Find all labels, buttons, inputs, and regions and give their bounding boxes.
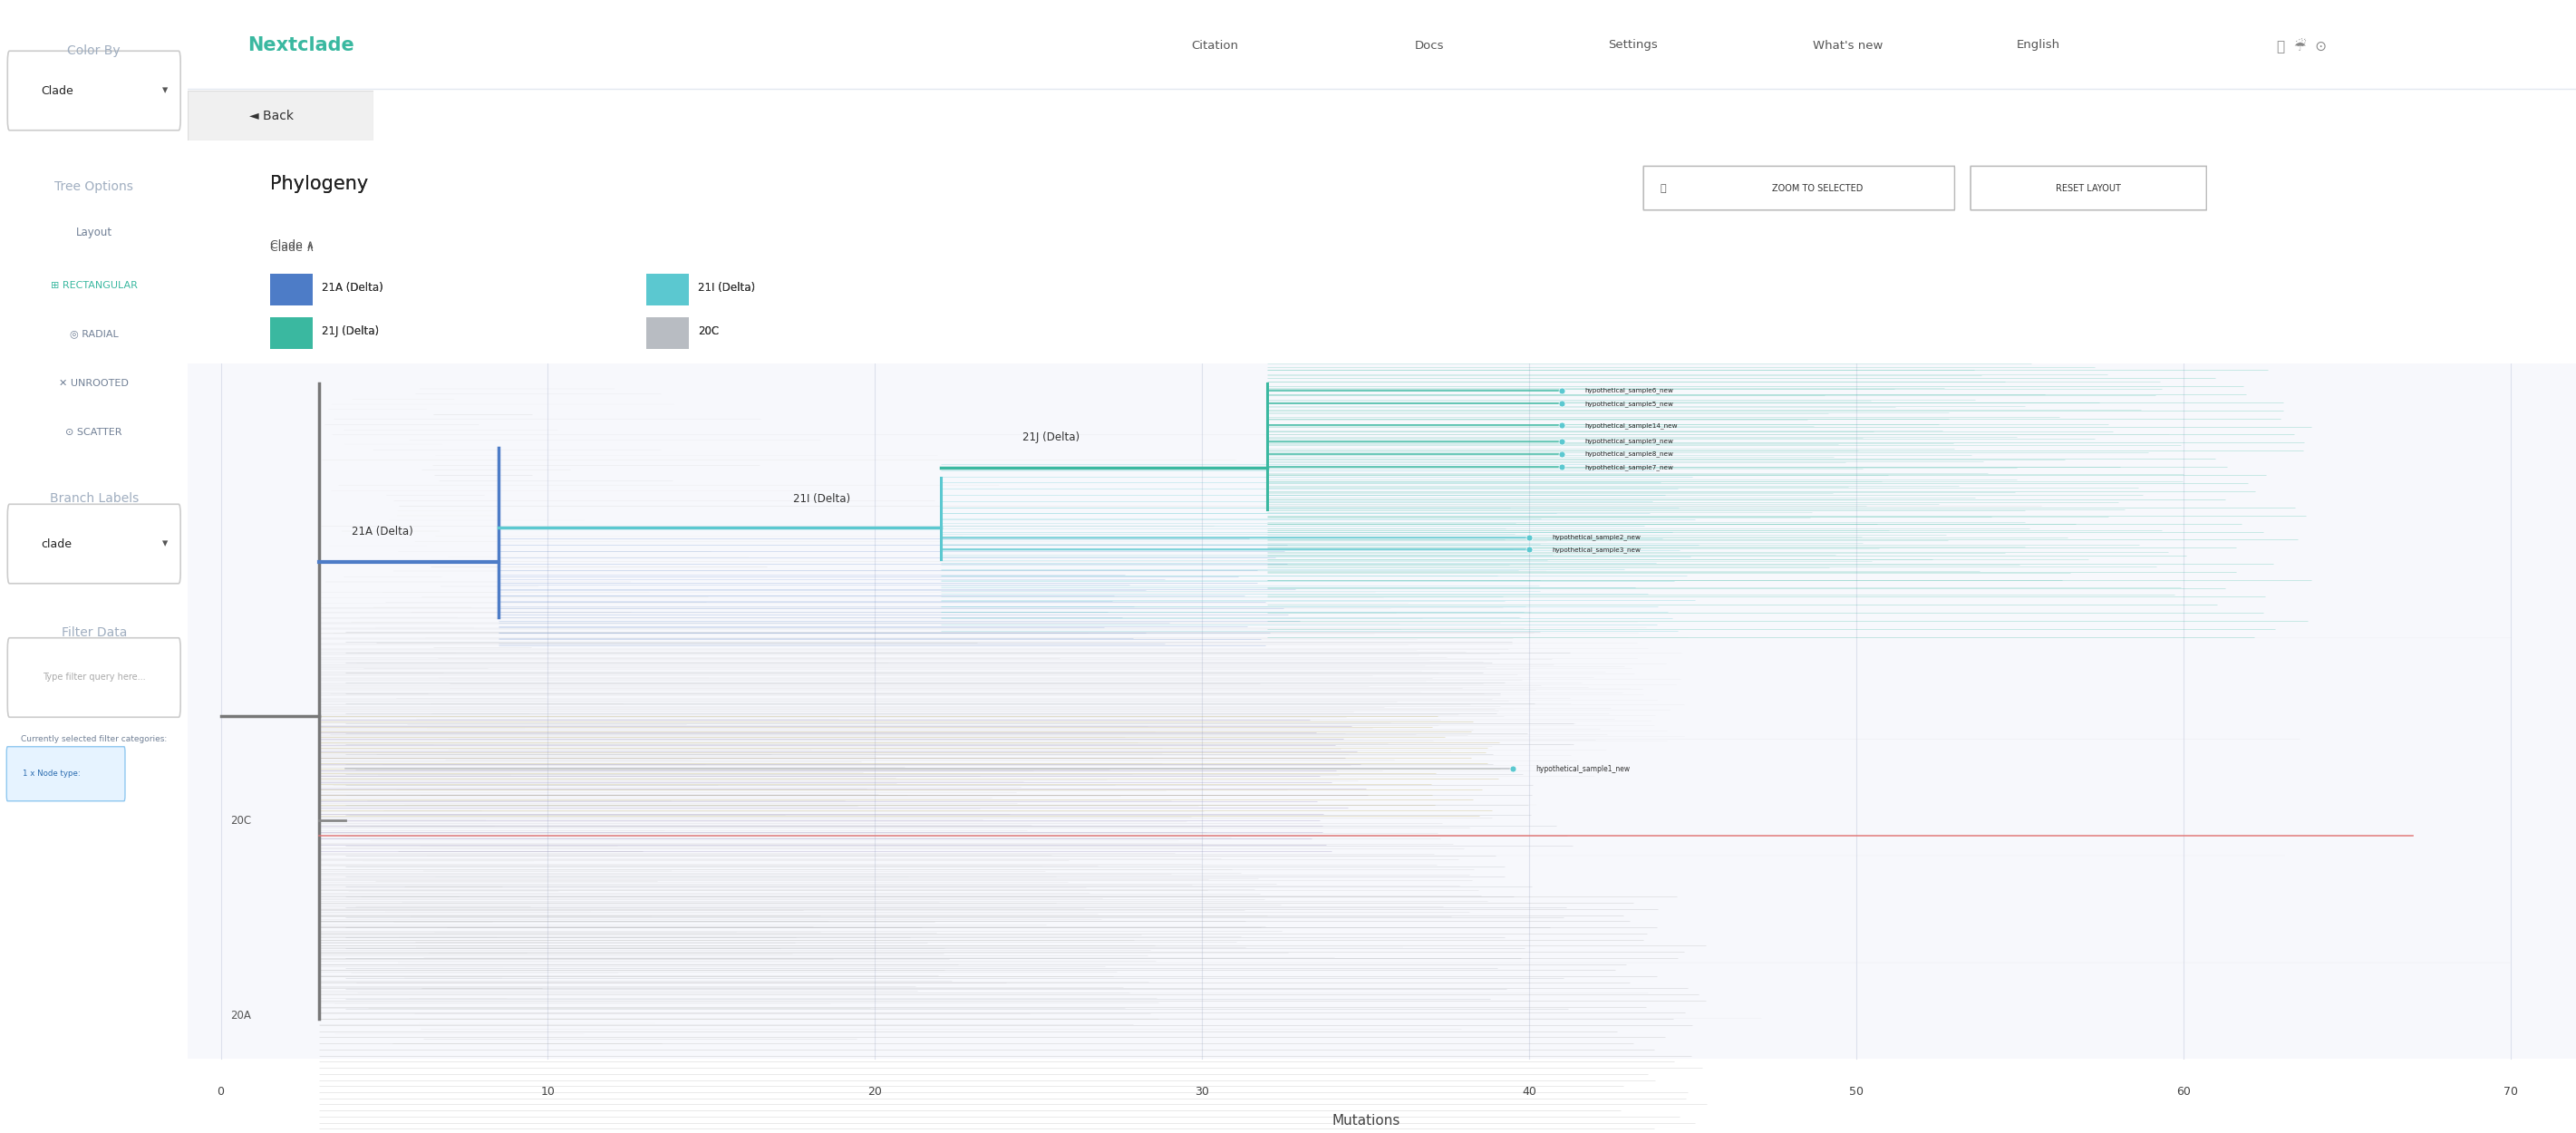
Text: 21A (Delta): 21A (Delta): [322, 281, 384, 293]
Text: 0: 0: [216, 1085, 224, 1097]
Bar: [188, 130, 2576, 364]
Text: 20A: 20A: [232, 1010, 252, 1022]
Text: Layout: Layout: [75, 227, 113, 238]
Text: hypothetical_sample2_new: hypothetical_sample2_new: [1553, 535, 1641, 540]
Text: ⊙ SCATTER: ⊙ SCATTER: [67, 428, 121, 437]
Text: 70: 70: [2504, 1085, 2517, 1097]
Text: 60: 60: [2177, 1085, 2190, 1097]
Text: ZOOM TO SELECTED: ZOOM TO SELECTED: [1772, 184, 1862, 193]
Text: hypothetical_sample3_new: hypothetical_sample3_new: [1553, 546, 1641, 553]
Text: ◎ RADIAL: ◎ RADIAL: [70, 330, 118, 339]
Text: Clade ∧: Clade ∧: [270, 240, 314, 252]
Text: 10: 10: [541, 1085, 554, 1097]
Text: 20: 20: [868, 1085, 881, 1097]
Text: 21A (Delta): 21A (Delta): [322, 281, 384, 293]
Bar: [647, 317, 688, 349]
Text: hypothetical_sample1_new: hypothetical_sample1_new: [1535, 765, 1631, 773]
Text: ZOOM TO SELECTED: ZOOM TO SELECTED: [1762, 184, 1852, 193]
Text: hypothetical_sample6_new: hypothetical_sample6_new: [1584, 387, 1674, 393]
Text: ⊞ RECTANGULAR: ⊞ RECTANGULAR: [52, 281, 137, 290]
Text: 20C: 20C: [232, 815, 252, 826]
Text: Clade: Clade: [41, 85, 75, 96]
Text: 🔍: 🔍: [1659, 184, 1667, 193]
Text: hypothetical_sample8_new: hypothetical_sample8_new: [1584, 451, 1674, 458]
Text: 21J (Delta): 21J (Delta): [322, 325, 379, 337]
Bar: [647, 273, 688, 305]
Text: Nextclade: Nextclade: [247, 36, 355, 54]
Text: hypothetical_sample5_new: hypothetical_sample5_new: [1584, 400, 1674, 407]
FancyBboxPatch shape: [1971, 167, 2208, 210]
Text: 21J (Delta): 21J (Delta): [1023, 432, 1079, 443]
Text: RESET LAYOUT: RESET LAYOUT: [2056, 184, 2120, 193]
Text: What's new: What's new: [1814, 40, 1883, 51]
FancyBboxPatch shape: [8, 51, 180, 130]
Text: 40: 40: [1522, 1085, 1535, 1097]
Text: 20C: 20C: [698, 325, 719, 337]
Text: clade: clade: [41, 538, 72, 550]
FancyBboxPatch shape: [8, 747, 126, 801]
Text: ◄ Back: ◄ Back: [250, 109, 294, 122]
Text: 21I (Delta): 21I (Delta): [793, 493, 850, 504]
Text: 21I (Delta): 21I (Delta): [698, 281, 755, 293]
Text: Currently selected filter categories:: Currently selected filter categories:: [21, 734, 167, 743]
Bar: [188, 130, 2576, 364]
Text: 20C: 20C: [698, 325, 719, 337]
Bar: [270, 273, 312, 305]
Text: Phylogeny: Phylogeny: [270, 176, 368, 194]
Text: hypothetical_sample7_new: hypothetical_sample7_new: [1584, 465, 1674, 470]
Text: Clade ∧: Clade ∧: [270, 241, 314, 254]
Text: Settings: Settings: [1607, 40, 1656, 51]
Text: hypothetical_sample14_new: hypothetical_sample14_new: [1584, 423, 1677, 428]
Text: Citation: Citation: [1190, 40, 1239, 51]
Text: 21J (Delta): 21J (Delta): [322, 325, 379, 337]
FancyBboxPatch shape: [8, 504, 180, 583]
Text: Phylogeny: Phylogeny: [270, 176, 368, 194]
FancyBboxPatch shape: [1643, 167, 1955, 210]
Text: English: English: [2017, 40, 2061, 51]
Text: ▾: ▾: [162, 538, 167, 550]
Text: Color By: Color By: [67, 44, 121, 58]
Text: Branch Labels: Branch Labels: [49, 492, 139, 505]
Text: ▾: ▾: [162, 85, 167, 96]
Text: RESET LAYOUT: RESET LAYOUT: [2056, 184, 2120, 193]
Text: 🔍: 🔍: [1659, 184, 1667, 193]
FancyBboxPatch shape: [1971, 167, 2208, 210]
FancyBboxPatch shape: [8, 638, 180, 717]
Text: hypothetical_sample9_new: hypothetical_sample9_new: [1584, 438, 1674, 444]
Text: Type filter query here...: Type filter query here...: [44, 673, 144, 682]
Bar: [270, 317, 312, 349]
Text: 1 x Node type:: 1 x Node type:: [23, 769, 80, 778]
Text: Tree Options: Tree Options: [54, 180, 134, 194]
Text: 🐦  ☔  ⊙: 🐦 ☔ ⊙: [2277, 37, 2326, 53]
Text: Mutations: Mutations: [1332, 1114, 1399, 1127]
Bar: [270, 273, 312, 305]
Bar: [647, 317, 688, 349]
Text: 50: 50: [1850, 1085, 1862, 1097]
Text: 21I (Delta): 21I (Delta): [698, 281, 755, 293]
FancyBboxPatch shape: [1643, 167, 1955, 210]
Text: 21A (Delta): 21A (Delta): [350, 526, 412, 537]
Text: 30: 30: [1195, 1085, 1208, 1097]
Bar: [647, 273, 688, 305]
Text: ✕ UNROOTED: ✕ UNROOTED: [59, 378, 129, 387]
Text: Docs: Docs: [1414, 40, 1445, 51]
Bar: [270, 317, 312, 349]
Text: Filter Data: Filter Data: [62, 625, 126, 639]
Bar: [188, 364, 2576, 1058]
